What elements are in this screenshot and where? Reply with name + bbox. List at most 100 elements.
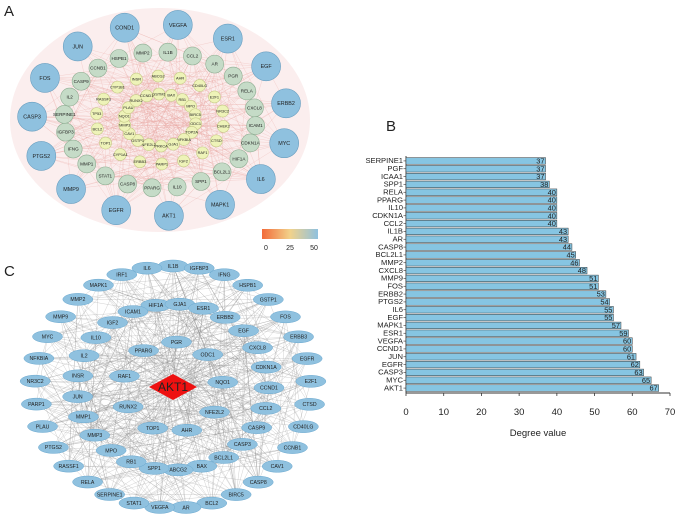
- network-a-node-prkca: PRKCA: [154, 139, 168, 153]
- network-a-edge: [32, 116, 149, 145]
- bar-value-label: 37: [536, 172, 544, 181]
- network-c-edge: [242, 444, 259, 483]
- network-c-edge: [77, 285, 248, 300]
- bar-value-label: 61: [627, 352, 635, 361]
- network-c-node-ellipse: [97, 316, 128, 329]
- network-c-edge: [176, 336, 299, 343]
- network-c-node-label: TOP1: [146, 426, 160, 432]
- network-a-node-circle: [193, 79, 206, 92]
- network-a-node-circle: [173, 71, 187, 85]
- network-a-node-circle: [251, 51, 281, 82]
- network-c-edge: [47, 336, 187, 431]
- network-c-node-label: CCL2: [259, 406, 272, 412]
- x-tick-label: 0: [403, 407, 408, 418]
- network-a-node-label: MMP3: [119, 123, 130, 128]
- network-a-node-raf1: RAF1: [196, 146, 209, 160]
- bar-egf: [405, 314, 614, 322]
- bar-esr1: [405, 329, 629, 337]
- bar-value-label: 37: [536, 164, 544, 173]
- network-a-node-circle: [97, 92, 110, 106]
- network-a-node-mmp2: MMP2: [133, 43, 153, 63]
- network-a-node-bax: BAX: [165, 89, 178, 102]
- network-a-edge: [128, 75, 234, 108]
- network-a-node-label: NFKBIA: [177, 137, 191, 142]
- network-c-node-label: HIF1A: [149, 303, 164, 309]
- network-c-edge: [77, 375, 223, 383]
- bar-value-label: 40: [548, 188, 556, 197]
- network-a-edge: [124, 27, 185, 140]
- network-c-edge: [131, 461, 160, 508]
- network-a-node-label: ICAM1: [249, 123, 263, 128]
- bar-value-label: 67: [649, 384, 657, 393]
- bar-category-label: BCL2L1: [376, 250, 403, 259]
- network-a-node-cd40lg: CD40LG: [192, 79, 207, 92]
- network-a-node-label: FOS: [39, 76, 50, 82]
- network-c-node-label: IGF2: [107, 320, 119, 326]
- network-a-edge: [105, 125, 256, 177]
- network-a-node-mapk1: MAPK1: [205, 189, 235, 220]
- network-a-node-circle: [99, 136, 112, 150]
- bar-category-label: CASP8: [378, 242, 403, 251]
- network-c-node-ellipse: [53, 459, 84, 473]
- bar-value-label: 44: [563, 243, 571, 252]
- network-a-node-circle: [165, 89, 178, 102]
- network-c-node-label: BCL2: [205, 501, 218, 507]
- network-a-node-label: ERBB3: [133, 159, 146, 164]
- network-c-node-ellipse: [277, 441, 308, 454]
- network-c-edge: [127, 406, 237, 495]
- network-a-node-label: IL10: [173, 185, 182, 190]
- network-a-node-cdkn1a: CDKN1A: [241, 133, 261, 153]
- bar-category-label: EGFR: [382, 360, 404, 369]
- network-a-edge: [192, 55, 223, 172]
- network-a-edge: [136, 78, 215, 98]
- network-c-edge: [121, 274, 257, 428]
- network-a-edge: [136, 100, 196, 115]
- network-c-edge: [256, 381, 311, 428]
- bar-category-label: PTGS2: [378, 297, 403, 306]
- network-c-edge: [143, 350, 155, 469]
- network-c-node-nr3c2: NR3C2: [19, 374, 51, 388]
- network-a-node-label: GSTM1: [152, 91, 165, 96]
- network-c-edge: [199, 268, 266, 409]
- network-c-edge: [214, 381, 311, 413]
- network-c-node-label: RASSF1: [59, 464, 79, 470]
- bar-category-label: PGF: [387, 164, 403, 173]
- network-a-edge: [128, 107, 162, 147]
- bar-value-label: 48: [578, 266, 586, 275]
- network-c-node-ccnb1: CCNB1: [277, 441, 308, 454]
- network-a-legend-tick: 0: [264, 245, 268, 252]
- network-c-node-ellipse: [62, 293, 94, 306]
- network-a-node-label: PRKCA: [154, 143, 168, 148]
- network-c-node-ellipse: [23, 352, 55, 365]
- network-c-edge: [155, 305, 259, 483]
- network-a-node-label: RB1: [179, 97, 187, 102]
- network-a-node-label: MMP9: [63, 187, 79, 193]
- network-c-node-nfe2l2: NFE2L2: [199, 405, 230, 419]
- network-a-node-label: CCND1: [140, 93, 153, 98]
- x-tick-label: 70: [665, 407, 676, 418]
- network-c-edge: [256, 367, 267, 428]
- bar-value-label: 65: [642, 376, 650, 385]
- network-a-node-label: CDKN1A: [241, 141, 261, 146]
- network-a-node-circle: [196, 146, 209, 160]
- network-a-node-label: PPARG: [144, 185, 160, 190]
- network-c-node-label: RELA: [81, 480, 95, 486]
- network-c-node-label: CASP8: [250, 480, 267, 486]
- network-a-node-circle: [154, 200, 184, 231]
- network-c-edge: [256, 427, 278, 467]
- network-c-node-label: STAT1: [126, 501, 141, 507]
- network-a-node-erbb2: ERBB2: [271, 88, 301, 119]
- network-a-node-label: PTGS2: [32, 154, 50, 160]
- network-c-hub-edge: [68, 386, 174, 467]
- network-c-edge: [256, 358, 308, 428]
- network-c-node-cdkn1a: CDKN1A: [250, 360, 282, 374]
- network-a-node-circle: [216, 104, 229, 118]
- network-c-edge: [186, 308, 204, 431]
- network-c-node-mmp9: MMP9: [45, 310, 76, 323]
- network-a-node-egfr: EGFR: [101, 195, 132, 226]
- network-c-node-label: IL1B: [168, 264, 179, 270]
- network-c-edge: [159, 412, 215, 508]
- network-c-hub: AKT1: [149, 374, 197, 400]
- network-a-node-label: IGFBP3: [57, 130, 74, 135]
- network-c-node-jun: JUN: [62, 390, 93, 403]
